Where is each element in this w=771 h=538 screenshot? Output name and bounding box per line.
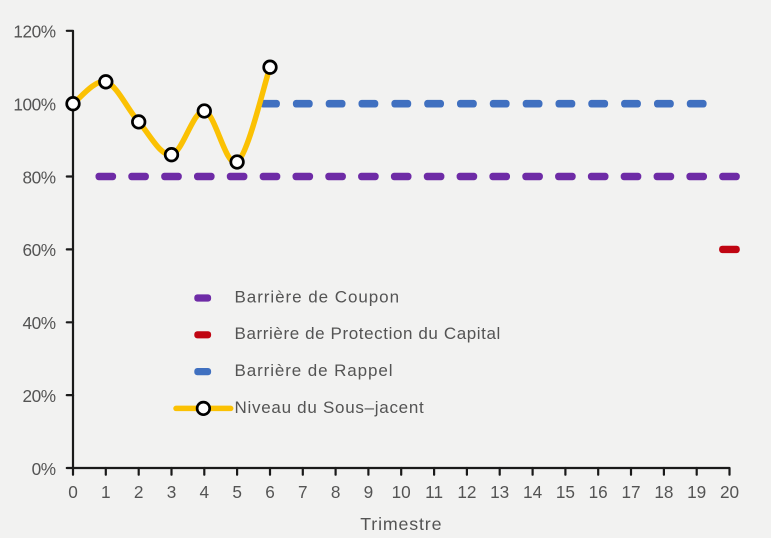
svg-text:16: 16 bbox=[589, 482, 608, 502]
svg-text:13: 13 bbox=[490, 482, 509, 502]
svg-text:7: 7 bbox=[298, 482, 308, 502]
svg-text:9: 9 bbox=[364, 482, 374, 502]
svg-text:14: 14 bbox=[523, 482, 543, 502]
svg-text:12: 12 bbox=[457, 482, 476, 502]
svg-text:Trimestre: Trimestre bbox=[360, 514, 442, 534]
svg-text:Barrière de Rappel: Barrière de Rappel bbox=[235, 361, 394, 380]
svg-text:20%: 20% bbox=[23, 386, 56, 406]
svg-text:1: 1 bbox=[101, 482, 111, 502]
svg-text:2: 2 bbox=[134, 482, 144, 502]
svg-text:100%: 100% bbox=[13, 95, 55, 115]
svg-text:8: 8 bbox=[331, 482, 341, 502]
svg-text:5: 5 bbox=[232, 482, 242, 502]
svg-text:10: 10 bbox=[392, 482, 411, 502]
svg-text:60%: 60% bbox=[23, 240, 56, 260]
svg-text:18: 18 bbox=[654, 482, 673, 502]
svg-text:19: 19 bbox=[687, 482, 706, 502]
svg-text:80%: 80% bbox=[23, 167, 56, 187]
svg-text:Barrière de Protection du Capi: Barrière de Protection du Capital bbox=[235, 324, 501, 343]
svg-text:120%: 120% bbox=[13, 22, 55, 42]
svg-text:3: 3 bbox=[167, 482, 177, 502]
svg-text:Niveau du Sous–jacent: Niveau du Sous–jacent bbox=[235, 398, 425, 417]
svg-text:17: 17 bbox=[621, 482, 640, 502]
svg-text:15: 15 bbox=[556, 482, 575, 502]
svg-text:4: 4 bbox=[200, 482, 210, 502]
svg-text:40%: 40% bbox=[23, 313, 56, 333]
svg-text:11: 11 bbox=[425, 482, 443, 502]
svg-text:Barrière de Coupon: Barrière de Coupon bbox=[235, 287, 400, 306]
svg-text:20: 20 bbox=[720, 482, 739, 502]
svg-text:0%: 0% bbox=[32, 459, 56, 479]
svg-text:0: 0 bbox=[68, 482, 78, 502]
svg-text:6: 6 bbox=[265, 482, 275, 502]
